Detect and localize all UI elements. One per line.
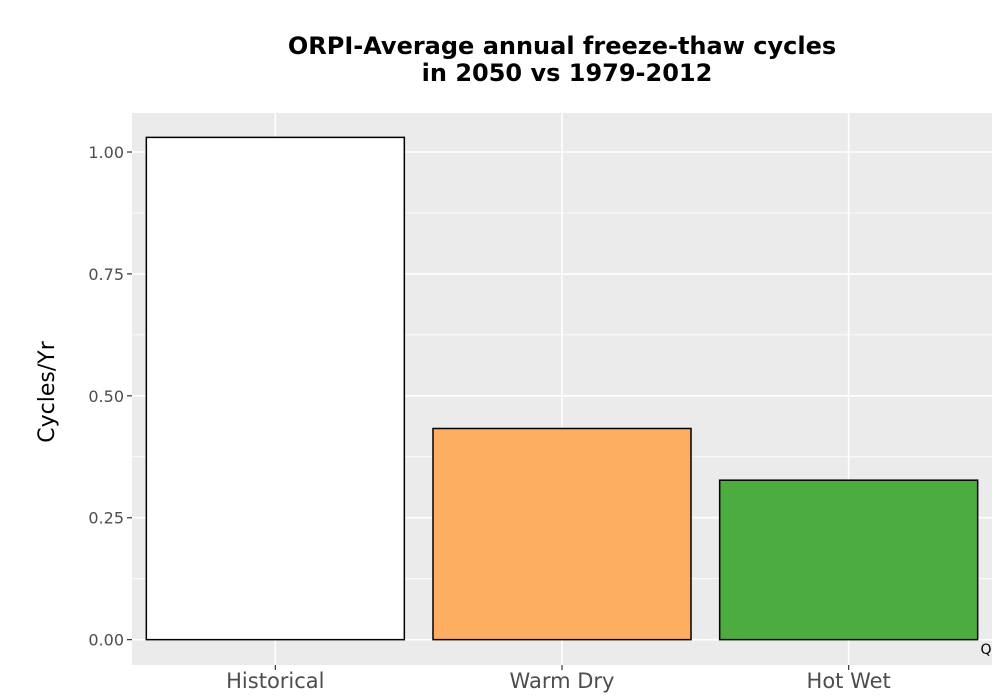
y-tick-label: 0.00 (88, 631, 124, 650)
y-tick-label: 1.00 (88, 143, 124, 162)
y-axis-label: Cycles/Yr (35, 340, 60, 442)
y-tick-label: 0.50 (88, 387, 124, 406)
y-tick-label: 0.25 (88, 509, 124, 528)
bar-warm-dry (432, 427, 692, 641)
bars (145, 136, 979, 641)
chart-title-line-2: in 2050 vs 1979-2012 (422, 59, 713, 87)
corner-note: Q (980, 642, 991, 658)
chart-title-line-1: ORPI-Average annual freeze-thaw cycles (288, 32, 836, 60)
x-axis: Historical Warm Dry Hot Wet (226, 665, 891, 693)
x-tick-label: Historical (226, 669, 324, 693)
x-tick-label: Warm Dry (510, 669, 615, 693)
bar-hot-wet (718, 479, 979, 641)
x-tick-label: Hot Wet (807, 669, 891, 693)
y-tick-label: 0.75 (88, 265, 124, 284)
y-axis: 0.00 0.25 0.50 0.75 1.00 (88, 143, 132, 650)
bar-historical (145, 136, 406, 641)
